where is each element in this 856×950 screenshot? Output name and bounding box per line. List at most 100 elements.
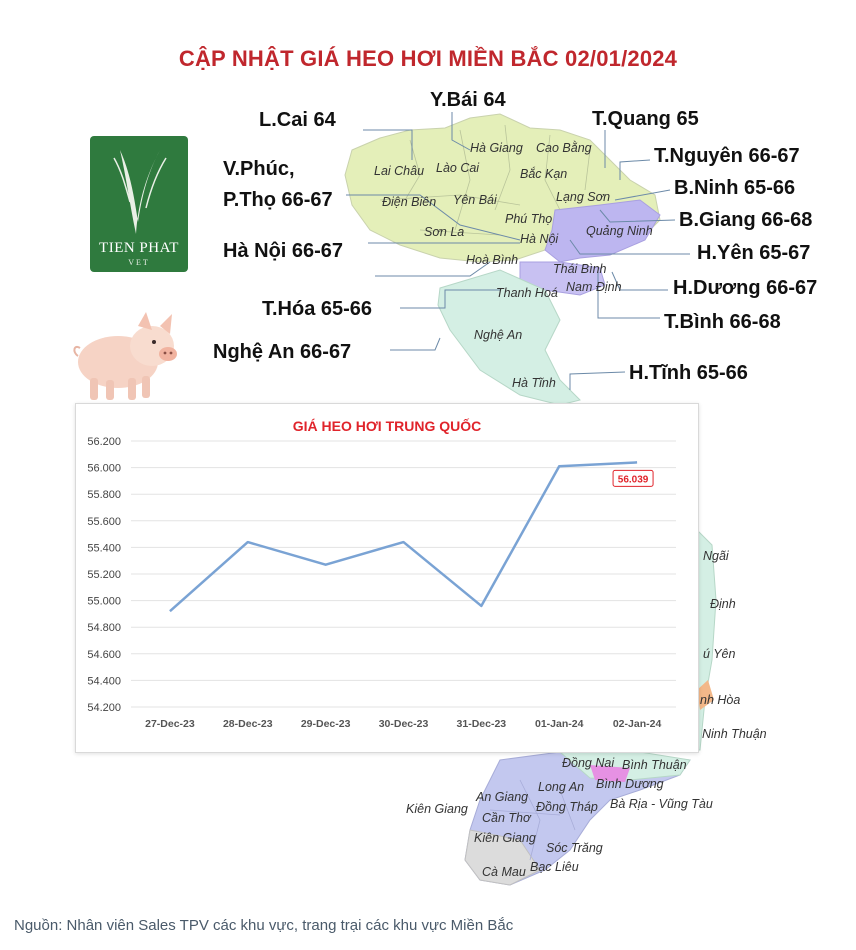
map-binh-duong: [590, 765, 630, 782]
province-label: Định: [710, 597, 736, 611]
leader-lcai: [363, 129, 413, 160]
price-label-vphuc: V.Phúc,: [223, 158, 295, 180]
province-label: Phú Thọ: [505, 212, 553, 226]
province-label: Sóc Trăng: [546, 841, 603, 855]
leader-vphuc: [346, 194, 521, 241]
price-label-bgiang: B.Giang 66-68: [679, 209, 813, 231]
province-label: Bình Dương: [596, 777, 664, 791]
leader-tnguyen: [619, 159, 651, 180]
map-central-region: [437, 269, 581, 406]
x-tick-label: 30-Dec-23: [379, 718, 429, 730]
province-label: Thái Bình: [553, 262, 607, 276]
x-tick-label: 27-Dec-23: [145, 718, 195, 730]
province-label: Điện Biên: [382, 195, 437, 209]
x-tick-label: 29-Dec-23: [301, 718, 351, 730]
leader-hyen: [569, 239, 690, 255]
x-tick-label: 31-Dec-23: [457, 718, 507, 730]
province-label: Nghệ An: [474, 328, 523, 342]
province-label: Hà Nội: [520, 232, 559, 246]
province-label: ú Yên: [703, 647, 736, 661]
price-label-tquang: T.Quang 65: [592, 108, 699, 130]
province-label: Lào Cai: [436, 161, 480, 175]
logo-text: TIEN PHAT: [99, 240, 179, 256]
source-note: Nguồn: Nhân viên Sales TPV các khu vực, …: [14, 917, 514, 934]
chart-plot: 56.200 56.000 55.800 55.600 55.400 55.200 55.0…: [87, 436, 676, 730]
y-tick-label: 54.800: [87, 622, 121, 634]
price-label-ptho: P.Thọ 66-67: [223, 189, 333, 211]
y-tick-label: 56.200: [87, 436, 121, 448]
province-label: Hoà Bình: [466, 253, 519, 267]
y-tick-label: 55.000: [87, 596, 121, 608]
x-tick-label: 01-Jan-24: [535, 718, 584, 730]
price-label-hyen: H.Yên 65-67: [697, 242, 811, 264]
province-label: Lạng Sơn: [556, 190, 611, 204]
province-label: Long An: [538, 780, 585, 794]
china-pig-price-chart: 56.200 56.000 55.800 55.600 55.400 55.200 55.0…: [75, 403, 699, 753]
price-label-tnguyen: T.Nguyên 66-67: [654, 145, 800, 167]
tien-phat-logo: TIEN PHAT VET: [90, 136, 188, 272]
leader-htinh: [569, 371, 626, 390]
pig-icon: [73, 312, 177, 400]
price-label-htinh: H.Tĩnh 65-66: [629, 362, 748, 384]
province-label: Đồng Tháp: [536, 800, 598, 814]
province-label: Lai Châu: [374, 164, 425, 178]
province-label: Bà Rịa - Vũng Tàu: [610, 797, 713, 811]
province-label: Hà Giang: [470, 141, 523, 155]
logo-subtext: VET: [128, 258, 150, 267]
y-tick-label: 55.400: [87, 542, 121, 554]
chart-title: GIÁ HEO HƠI TRUNG QUỐC: [292, 418, 482, 434]
province-label: Hà Tĩnh: [512, 376, 556, 390]
y-tick-label: 55.600: [87, 516, 121, 528]
page-title: CẬP NHẬT GIÁ HEO HƠI MIỀN BẮC 02/01/2024: [178, 46, 678, 71]
data-label-box: [612, 469, 654, 487]
leader-nghean: [390, 337, 441, 351]
province-label: An Giang: [476, 790, 529, 804]
province-label: Yên Bái: [453, 193, 497, 207]
series-line: [169, 461, 638, 613]
province-label: Cần Thơ: [482, 811, 531, 825]
x-tick-label: 28-Dec-23: [223, 718, 273, 730]
price-label-bninh: B.Ninh 65-66: [674, 177, 796, 199]
leader-hoabinh: [375, 261, 491, 277]
map-khanh-hoa: [697, 680, 714, 710]
province-label: Quảng Ninh: [586, 224, 653, 238]
province-label: Bắc Kạn: [520, 167, 568, 181]
x-tick-label: 02-Jan-24: [613, 718, 662, 730]
province-label: nh Hòa: [700, 693, 741, 707]
price-label-ybai: Y.Bái 64: [430, 89, 506, 111]
leader-tbinh: [597, 272, 660, 319]
price-label-tbinh: T.Bình 66-68: [664, 311, 781, 333]
leader-bgiang: [599, 209, 676, 223]
y-tick-label: 55.800: [87, 489, 121, 501]
y-tick-label: 54.600: [87, 649, 121, 661]
map-mekong-lower: [464, 829, 541, 886]
price-label-hduong: H.Dương 66-67: [673, 277, 818, 299]
province-label: Cao Bằng: [536, 141, 592, 155]
leader-bninh: [614, 189, 671, 201]
province-label: Đồng Nai: [562, 756, 615, 770]
y-tick-label: 55.200: [87, 569, 121, 581]
map-delta-region: [544, 199, 661, 263]
province-label: Kiên Giang: [406, 802, 468, 816]
leader-thoa: [400, 289, 500, 309]
leader-ybai: [451, 112, 471, 151]
y-tick-label: 54.200: [87, 702, 121, 714]
province-label: Bạc Liêu: [530, 860, 579, 874]
price-label-lcai: L.Cai 64: [259, 109, 336, 131]
price-label-thoa: T.Hóa 65-66: [262, 298, 373, 320]
data-label: 56.039: [618, 474, 649, 485]
logo-mark-icon: [113, 150, 167, 234]
province-label: Ngãi: [703, 549, 729, 563]
price-label-hanoi: Hà Nội 66-67: [223, 240, 344, 262]
province-label: Bình Thuận: [622, 758, 687, 772]
leader-hduong: [611, 271, 668, 291]
y-tick-label: 54.400: [87, 675, 121, 687]
map-south-central-region: [696, 528, 717, 751]
province-label: Ninh Thuận: [702, 727, 767, 741]
province-label: Kiên Giang: [474, 831, 536, 845]
province-label: Nam Định: [566, 280, 622, 294]
province-label: Sơn La: [424, 225, 465, 239]
province-label: Thanh Hoá: [496, 286, 558, 300]
price-label-nghean: Nghệ An 66-67: [213, 341, 352, 363]
